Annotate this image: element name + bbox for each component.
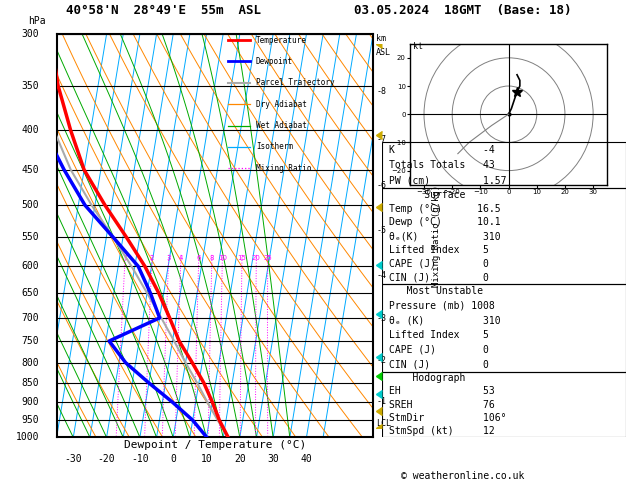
Text: Surface: Surface (389, 190, 465, 200)
Text: K               -4: K -4 (389, 145, 495, 155)
Text: -4: -4 (376, 271, 386, 280)
Text: 25: 25 (264, 255, 272, 260)
Text: 6: 6 (196, 255, 201, 260)
Text: kt: kt (413, 42, 423, 52)
Text: θₑ (K)          310: θₑ (K) 310 (389, 315, 501, 326)
Text: 800: 800 (21, 358, 39, 367)
Text: -8: -8 (376, 87, 386, 96)
Text: EH              53: EH 53 (389, 386, 495, 397)
Text: 15: 15 (238, 255, 247, 260)
Text: Totals Totals   43: Totals Totals 43 (389, 160, 495, 171)
Text: CIN (J)         0: CIN (J) 0 (389, 359, 489, 369)
Text: 20: 20 (252, 255, 261, 260)
Text: 650: 650 (21, 288, 39, 298)
Text: hPa: hPa (28, 16, 46, 26)
Text: Lifted Index    5: Lifted Index 5 (389, 330, 489, 340)
Text: 550: 550 (21, 232, 39, 242)
Text: CAPE (J)        0: CAPE (J) 0 (389, 259, 489, 268)
Text: LCL: LCL (376, 419, 391, 428)
Text: 850: 850 (21, 378, 39, 388)
Text: 500: 500 (21, 200, 39, 210)
Text: SREH            76: SREH 76 (389, 399, 495, 410)
Text: 10: 10 (201, 453, 213, 464)
Bar (382, 284, 626, 372)
Text: θₑ(K)           310: θₑ(K) 310 (389, 231, 501, 241)
Text: km: km (376, 34, 386, 43)
Text: 700: 700 (21, 313, 39, 323)
Text: Dry Adiabat: Dry Adiabat (256, 100, 307, 109)
Text: CAPE (J)        0: CAPE (J) 0 (389, 345, 489, 355)
Text: 3: 3 (166, 255, 171, 260)
Text: -6: -6 (376, 181, 386, 190)
Text: StmDir          106°: StmDir 106° (389, 413, 507, 423)
Text: Hodograph: Hodograph (389, 373, 465, 383)
Text: 400: 400 (21, 125, 39, 136)
Text: -30: -30 (64, 453, 82, 464)
Text: 2: 2 (150, 255, 154, 260)
Text: © weatheronline.co.uk: © weatheronline.co.uk (401, 471, 524, 481)
Text: 30: 30 (267, 453, 279, 464)
Text: 0: 0 (170, 453, 176, 464)
Text: -1: -1 (376, 397, 386, 406)
Text: 40°58'N  28°49'E  55m  ASL: 40°58'N 28°49'E 55m ASL (66, 4, 261, 17)
Text: Wet Adiabat: Wet Adiabat (256, 121, 307, 130)
Text: Most Unstable: Most Unstable (389, 286, 483, 296)
Text: Temperature: Temperature (256, 35, 307, 45)
Text: -20: -20 (97, 453, 115, 464)
Text: Pressure (mb) 1008: Pressure (mb) 1008 (389, 301, 495, 311)
Text: -2: -2 (376, 356, 386, 365)
Text: 1000: 1000 (16, 433, 39, 442)
Text: 600: 600 (21, 261, 39, 271)
Text: -3: -3 (376, 314, 386, 323)
Text: -5: -5 (376, 226, 386, 236)
Text: Dewp (°C)      10.1: Dewp (°C) 10.1 (389, 217, 501, 227)
Text: 350: 350 (21, 81, 39, 91)
Text: Dewpoint: Dewpoint (256, 57, 293, 66)
Text: 950: 950 (21, 415, 39, 425)
Text: 450: 450 (21, 165, 39, 175)
Text: -7: -7 (376, 135, 386, 143)
Text: 40: 40 (301, 453, 313, 464)
Text: Isotherm: Isotherm (256, 142, 293, 152)
Text: PW (cm)         1.57: PW (cm) 1.57 (389, 175, 507, 186)
Text: StmSpd (kt)     12: StmSpd (kt) 12 (389, 426, 495, 436)
Bar (382, 372, 626, 437)
Text: Mixing Ratio: Mixing Ratio (256, 164, 311, 173)
Text: Lifted Index    5: Lifted Index 5 (389, 245, 489, 255)
Bar (382, 142, 626, 188)
Text: Temp (°C)      16.5: Temp (°C) 16.5 (389, 204, 501, 214)
Bar (382, 188, 626, 284)
Text: Mixing Ratio (g/kg): Mixing Ratio (g/kg) (432, 185, 441, 287)
Text: 1: 1 (123, 255, 127, 260)
Text: 300: 300 (21, 29, 39, 39)
Text: 750: 750 (21, 336, 39, 346)
Text: 10: 10 (218, 255, 227, 260)
X-axis label: Dewpoint / Temperature (°C): Dewpoint / Temperature (°C) (124, 440, 306, 450)
Text: -10: -10 (131, 453, 148, 464)
Text: 4: 4 (179, 255, 183, 260)
Text: 8: 8 (209, 255, 214, 260)
Text: 900: 900 (21, 397, 39, 407)
Text: Parcel Trajectory: Parcel Trajectory (256, 78, 335, 87)
Text: CIN (J)         0: CIN (J) 0 (389, 272, 489, 282)
Text: 20: 20 (234, 453, 246, 464)
Text: ASL: ASL (376, 48, 391, 57)
Text: 03.05.2024  18GMT  (Base: 18): 03.05.2024 18GMT (Base: 18) (353, 4, 571, 17)
